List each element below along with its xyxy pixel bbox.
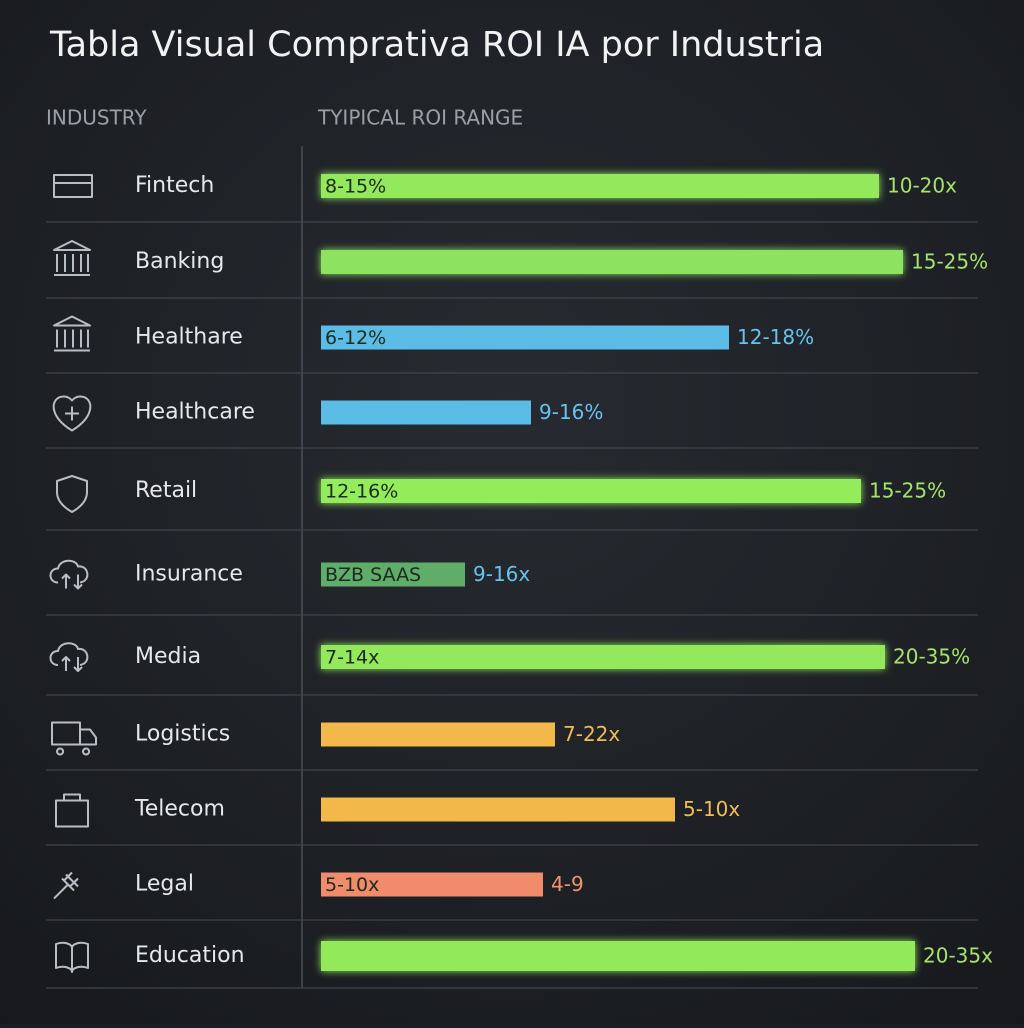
industry-name: Insurance xyxy=(135,562,243,587)
industry-name: Retail xyxy=(135,478,197,503)
header-roi: TYIPICAL ROI RANGE xyxy=(317,106,523,130)
roi-bar xyxy=(321,250,903,274)
roi-bar xyxy=(321,797,675,822)
industry-icon xyxy=(51,721,97,756)
industry-name: Education xyxy=(135,943,245,968)
bar-end-label: 20-35% xyxy=(893,645,970,669)
roi-bar xyxy=(321,722,555,747)
bar-end-label: 9-16% xyxy=(539,400,603,424)
bar-end-label: 15-25% xyxy=(911,250,988,274)
industry-name: Logistics xyxy=(135,722,230,747)
industry-icon xyxy=(49,559,89,590)
bar-end-label: 5-10x xyxy=(683,797,740,821)
bar-inner-label: 12-16% xyxy=(325,481,398,503)
bar-inner-label: 8-15% xyxy=(325,176,386,198)
industry-icon xyxy=(53,871,79,900)
header-industry: INDUSTRY xyxy=(46,106,147,130)
industry-icon xyxy=(53,174,93,198)
roi-bar xyxy=(321,325,729,350)
roi-bar xyxy=(321,872,543,897)
bar-end-label: 7-22x xyxy=(563,722,620,746)
industry-name: Fintech xyxy=(135,173,214,198)
industry-name: Media xyxy=(135,644,201,669)
bar-inner-label: 5-10x xyxy=(325,874,379,896)
title: Tabla Visual Comprativa ROI IA por Indus… xyxy=(49,25,824,65)
roi-bar xyxy=(321,174,879,198)
rows: Fintech 8-15% 10-20x Banking 15-25% Healthare… xyxy=(46,173,993,989)
bar-end-label: 10-20x xyxy=(887,174,957,198)
industry-name: Healthcare xyxy=(135,400,255,425)
industry-icon xyxy=(55,941,89,973)
bar-end-label: 20-35x xyxy=(923,944,993,968)
industry-icon xyxy=(55,793,89,828)
industry-name: Banking xyxy=(135,249,224,274)
industry-icon xyxy=(53,240,91,276)
industry-icon xyxy=(56,475,88,513)
roi-bar xyxy=(321,479,861,503)
bar-end-label: 15-25% xyxy=(869,479,946,503)
industry-icon xyxy=(53,315,91,352)
bar-end-label: 4-9 xyxy=(551,872,584,896)
bar-end-label: 9-16x xyxy=(473,562,530,586)
bar-end-label: 12-18% xyxy=(737,325,814,349)
industry-icon xyxy=(49,642,89,672)
roi-bar xyxy=(321,645,885,669)
roi-bar xyxy=(321,400,531,425)
industry-icon xyxy=(52,395,92,432)
roi-bar xyxy=(321,562,465,587)
bar-inner-label: BZB SAAS xyxy=(325,564,421,586)
bar-inner-label: 7-14x xyxy=(325,647,379,669)
roi-bar xyxy=(321,941,915,971)
industry-name: Healthare xyxy=(135,325,243,350)
bar-inner-label: 6-12% xyxy=(325,327,386,349)
industry-name: Legal xyxy=(135,872,194,897)
industry-name: Telecom xyxy=(134,797,225,822)
